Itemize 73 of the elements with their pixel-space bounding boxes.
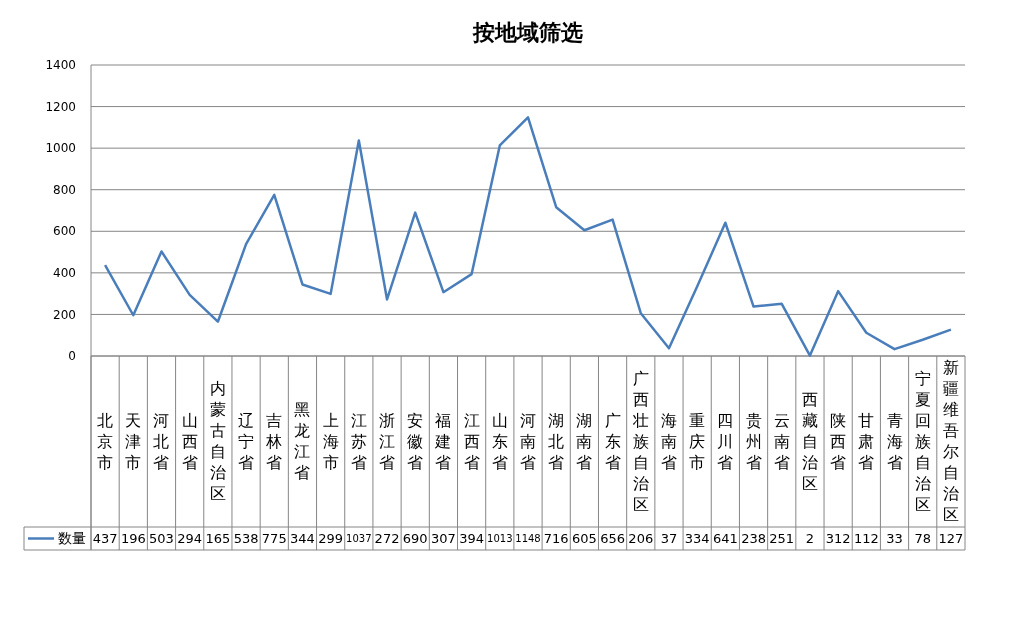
data-label: 37 xyxy=(660,531,678,547)
data-label: 2 xyxy=(805,531,815,547)
x-tick-label: 上海市 xyxy=(322,410,339,472)
data-label: 206 xyxy=(628,531,654,547)
data-label: 1037 xyxy=(346,533,372,544)
x-tick-label: 海南省 xyxy=(660,410,677,472)
y-tick-label: 0 xyxy=(68,349,76,364)
x-tick-label: 山东省 xyxy=(491,410,508,472)
y-tick-label: 400 xyxy=(53,266,76,281)
data-label: 503 xyxy=(149,531,174,547)
data-label: 238 xyxy=(741,531,766,547)
data-label: 775 xyxy=(261,531,287,547)
data-label: 33 xyxy=(886,531,903,547)
data-label: 312 xyxy=(825,531,851,547)
x-tick-label: 辽宁省 xyxy=(238,410,255,472)
x-tick-label: 西藏自治区 xyxy=(801,389,818,493)
y-tick-label: 600 xyxy=(53,224,76,239)
data-label: 165 xyxy=(205,531,231,547)
x-tick-label: 新疆维吾尔自治区 xyxy=(942,358,959,525)
data-label: 1148 xyxy=(515,533,541,544)
x-tick-label: 黑龙江省 xyxy=(294,400,311,483)
x-tick-label: 江西省 xyxy=(463,410,480,472)
x-tick-label: 河北省 xyxy=(153,410,170,472)
data-label: 716 xyxy=(543,531,569,547)
x-tick-label: 浙江省 xyxy=(379,410,396,472)
x-tick-label: 福建省 xyxy=(434,410,452,472)
x-tick-label: 天津市 xyxy=(125,410,142,472)
data-label: 1013 xyxy=(487,533,513,544)
chart-title: 按地域筛选 xyxy=(472,19,583,45)
x-tick-label: 云南省 xyxy=(773,410,790,472)
x-tick-label: 江苏省 xyxy=(350,410,367,472)
y-tick-label: 1000 xyxy=(45,141,76,156)
data-label: 112 xyxy=(853,531,879,547)
data-label: 656 xyxy=(600,531,625,547)
x-tick-label: 安徽省 xyxy=(407,410,424,472)
data-label: 538 xyxy=(233,531,259,547)
x-tick-label: 湖南省 xyxy=(576,410,593,472)
x-tick-label: 河南省 xyxy=(520,410,536,472)
data-label: 334 xyxy=(684,531,710,547)
y-tick-label: 1400 xyxy=(45,58,76,73)
x-tick-label: 广东省 xyxy=(604,410,621,472)
y-tick-label: 1200 xyxy=(45,99,76,114)
x-tick-label: 北京市 xyxy=(97,410,114,472)
x-tick-label: 山西省 xyxy=(181,410,198,472)
data-label: 294 xyxy=(177,531,203,547)
y-tick-label: 200 xyxy=(53,307,76,322)
x-tick-label: 贵州省 xyxy=(745,410,762,472)
data-label: 307 xyxy=(431,531,456,547)
data-label: 344 xyxy=(290,531,315,547)
x-tick-label: 湖北省 xyxy=(548,410,565,472)
data-label: 394 xyxy=(459,531,485,547)
data-label: 196 xyxy=(120,531,146,547)
x-tick-label: 宁夏回族自治区 xyxy=(914,368,931,514)
data-label: 299 xyxy=(318,531,344,547)
x-tick-label: 青海省 xyxy=(886,410,903,472)
data-label: 78 xyxy=(914,531,931,547)
x-tick-label: 陕西省 xyxy=(830,410,847,472)
data-label: 127 xyxy=(938,531,964,547)
legend-label: 数量 xyxy=(58,530,86,547)
x-tick-label: 吉林省 xyxy=(265,410,283,472)
data-label: 437 xyxy=(92,531,118,547)
data-label: 690 xyxy=(402,531,428,547)
x-tick-label: 四川省 xyxy=(717,410,734,472)
x-tick-label: 甘肃省 xyxy=(858,410,875,472)
line-series xyxy=(103,116,953,357)
data-label: 251 xyxy=(769,531,795,547)
data-label: 605 xyxy=(571,531,597,547)
x-tick-label: 重庆市 xyxy=(689,410,706,472)
data-label: 641 xyxy=(712,531,738,547)
x-tick-label: 内蒙古自治区 xyxy=(209,379,226,504)
data-label: 272 xyxy=(374,531,400,547)
x-tick-label: 广西壮族自治区 xyxy=(631,368,649,514)
y-tick-label: 800 xyxy=(53,182,76,197)
